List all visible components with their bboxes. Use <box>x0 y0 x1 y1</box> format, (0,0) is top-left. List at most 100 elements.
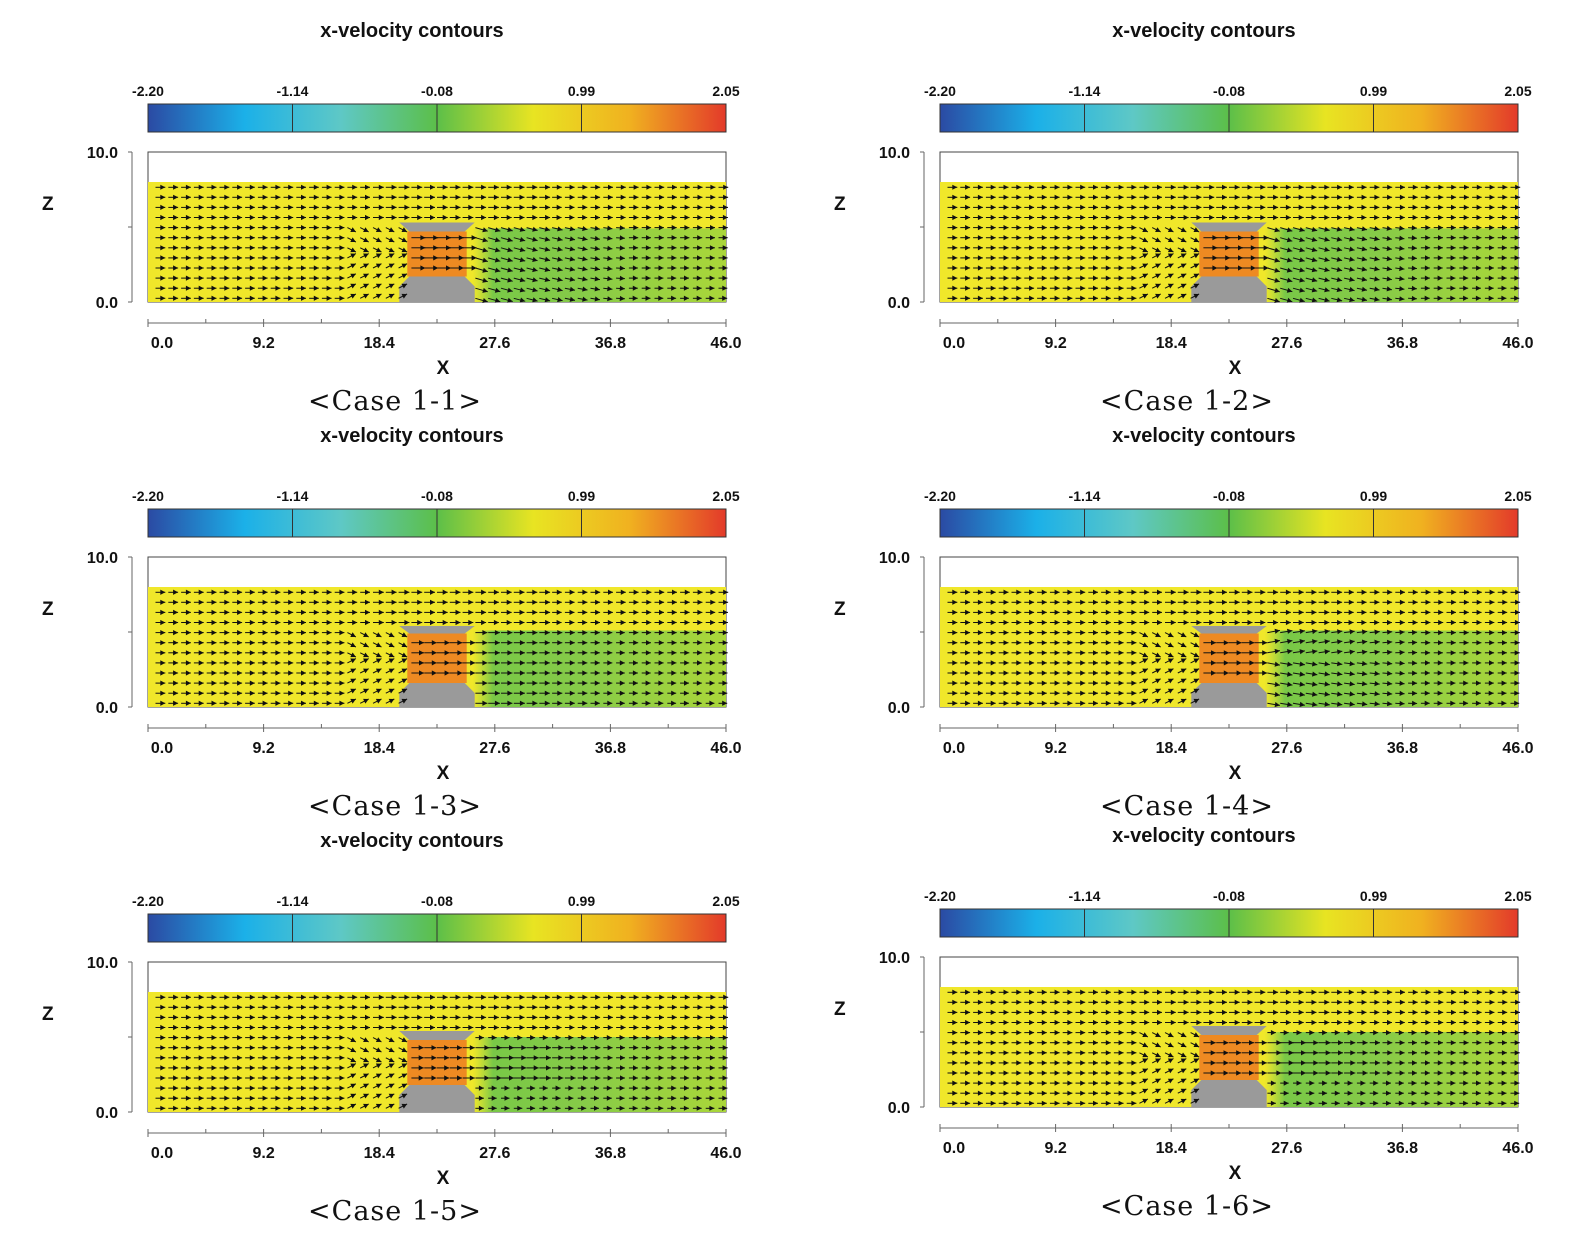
velocity-arrow-shaft <box>385 247 395 253</box>
velocity-arrow-shaft <box>1177 698 1187 704</box>
velocity-arrow-shaft <box>1267 227 1280 232</box>
velocity-arrow-shaft <box>1395 631 1405 634</box>
velocity-arrow-shaft <box>385 1073 395 1079</box>
velocity-arrow-shaft <box>1356 257 1368 261</box>
chart-title: x-velocity contours <box>1112 425 1295 447</box>
velocity-arrow-shaft <box>1164 273 1174 279</box>
velocity-arrow-shaft <box>1395 682 1405 685</box>
velocity-arrow-shaft <box>1151 652 1161 658</box>
velocity-arrow-shaft <box>577 247 588 251</box>
velocity-arrow-shaft <box>603 237 613 240</box>
velocity-arrow-shaft <box>359 263 369 269</box>
velocity-arrow-shaft <box>1151 283 1161 289</box>
velocity-arrow-shaft <box>1382 641 1393 644</box>
velocity-arrow-shaft <box>513 297 526 302</box>
velocity-arrow-shaft <box>1305 692 1318 696</box>
velocity-arrow-shaft <box>372 283 382 289</box>
velocity-arrow-shaft <box>398 227 408 233</box>
velocity-arrow-shaft <box>1331 227 1343 231</box>
velocity-arrow-shaft <box>500 257 513 262</box>
velocity-arrow-shaft <box>372 698 382 704</box>
velocity-arrow-shaft <box>359 632 369 638</box>
velocity-arrow-shaft <box>1292 237 1305 242</box>
velocity-arrow-shaft <box>1177 247 1187 253</box>
wake-region <box>472 630 726 707</box>
velocity-arrow-shaft <box>1331 692 1343 696</box>
velocity-arrow-shaft <box>603 297 613 300</box>
x-tick-label: 0.0 <box>943 335 965 352</box>
velocity-arrow-shaft <box>1356 237 1368 241</box>
velocity-arrow-shaft <box>1369 267 1380 271</box>
velocity-arrow-shaft <box>398 642 408 648</box>
velocity-arrow-shaft <box>372 1057 382 1063</box>
velocity-arrow-shaft <box>372 658 382 664</box>
velocity-arrow-shaft <box>539 297 551 302</box>
velocity-arrow-shaft <box>359 688 369 694</box>
velocity-vectors <box>155 994 729 1111</box>
velocity-arrow-shaft <box>398 283 408 289</box>
velocity-vectors <box>155 589 729 706</box>
velocity-arrow-shaft <box>1331 630 1343 634</box>
velocity-arrow-shaft <box>398 263 408 269</box>
z-axis-label: Z <box>42 194 54 215</box>
velocity-arrow-shaft <box>385 1047 395 1053</box>
velocity-arrow-shaft <box>1190 668 1200 674</box>
velocity-arrow-shaft <box>616 277 625 280</box>
velocity-arrow-shaft <box>1395 692 1405 695</box>
velocity-arrow-shaft <box>1331 287 1343 292</box>
velocity-arrow-shaft <box>1344 662 1355 665</box>
velocity-arrow-shaft <box>385 1063 395 1069</box>
velocity-arrow-shaft <box>1318 640 1330 644</box>
velocity-arrow-shaft <box>1305 237 1318 242</box>
x-tick-label: 27.6 <box>479 740 510 757</box>
colorbar-tick-label: 0.99 <box>568 83 595 99</box>
velocity-arrow-shaft <box>1139 283 1149 289</box>
velocity-arrow-shaft <box>500 247 513 252</box>
velocity-arrow-shaft <box>1331 672 1343 675</box>
velocity-arrow-shaft <box>1305 650 1318 654</box>
velocity-arrow-shaft <box>1305 702 1318 706</box>
velocity-arrow-shaft <box>1280 682 1293 686</box>
case-caption: <Case 1-4> <box>1100 791 1274 822</box>
velocity-arrow-shaft <box>513 277 526 282</box>
velocity-arrow-shaft <box>1343 227 1355 231</box>
velocity-arrow-shaft <box>1369 662 1380 665</box>
velocity-arrow-shaft <box>372 642 382 648</box>
velocity-arrow-shaft <box>1382 682 1393 685</box>
velocity-arrow-shaft <box>372 1037 382 1043</box>
velocity-arrow-shaft <box>1356 692 1368 695</box>
jet-core <box>407 633 467 683</box>
z-tick-label: 0.0 <box>96 295 118 312</box>
velocity-arrow-shaft <box>1280 692 1293 696</box>
velocity-arrow-shaft <box>488 247 501 252</box>
velocity-arrow-shaft <box>372 1073 382 1079</box>
velocity-arrow-shaft <box>359 293 369 299</box>
colorbar-tick-label: -1.14 <box>277 488 309 504</box>
velocity-vectors <box>947 589 1521 708</box>
velocity-arrow-shaft <box>616 247 625 249</box>
velocity-arrow-shaft <box>1190 658 1200 664</box>
velocity-arrow-shaft <box>1190 283 1200 289</box>
colorbar-tick-label: 2.05 <box>1504 83 1531 99</box>
velocity-arrow-shaft <box>1190 632 1200 638</box>
velocity-arrow-shaft <box>1139 688 1149 694</box>
velocity-arrow-shaft <box>1343 257 1355 261</box>
velocity-arrow-shaft <box>1395 702 1405 705</box>
velocity-arrow-shaft <box>385 237 395 243</box>
x-tick-label: 36.8 <box>595 335 626 352</box>
velocity-arrow-shaft <box>1369 227 1380 230</box>
velocity-arrow-shaft <box>1369 631 1380 634</box>
velocity-arrow-shaft <box>1369 682 1380 685</box>
velocity-arrow-shaft <box>1318 650 1330 654</box>
colorbar-tick-label: -2.20 <box>132 488 164 504</box>
velocity-arrow-shaft <box>347 1063 357 1069</box>
velocity-arrow-shaft <box>1395 257 1405 260</box>
colorbar-tick-label: -0.08 <box>1213 83 1245 99</box>
velocity-arrow-shaft <box>1331 682 1343 686</box>
velocity-arrow-shaft <box>1267 662 1280 666</box>
velocity-arrow-shaft <box>347 1037 357 1043</box>
velocity-arrow-shaft <box>1267 267 1280 273</box>
velocity-arrow-shaft <box>475 287 488 293</box>
velocity-arrow-shaft <box>1318 277 1330 282</box>
velocity-arrow-shaft <box>590 237 600 240</box>
